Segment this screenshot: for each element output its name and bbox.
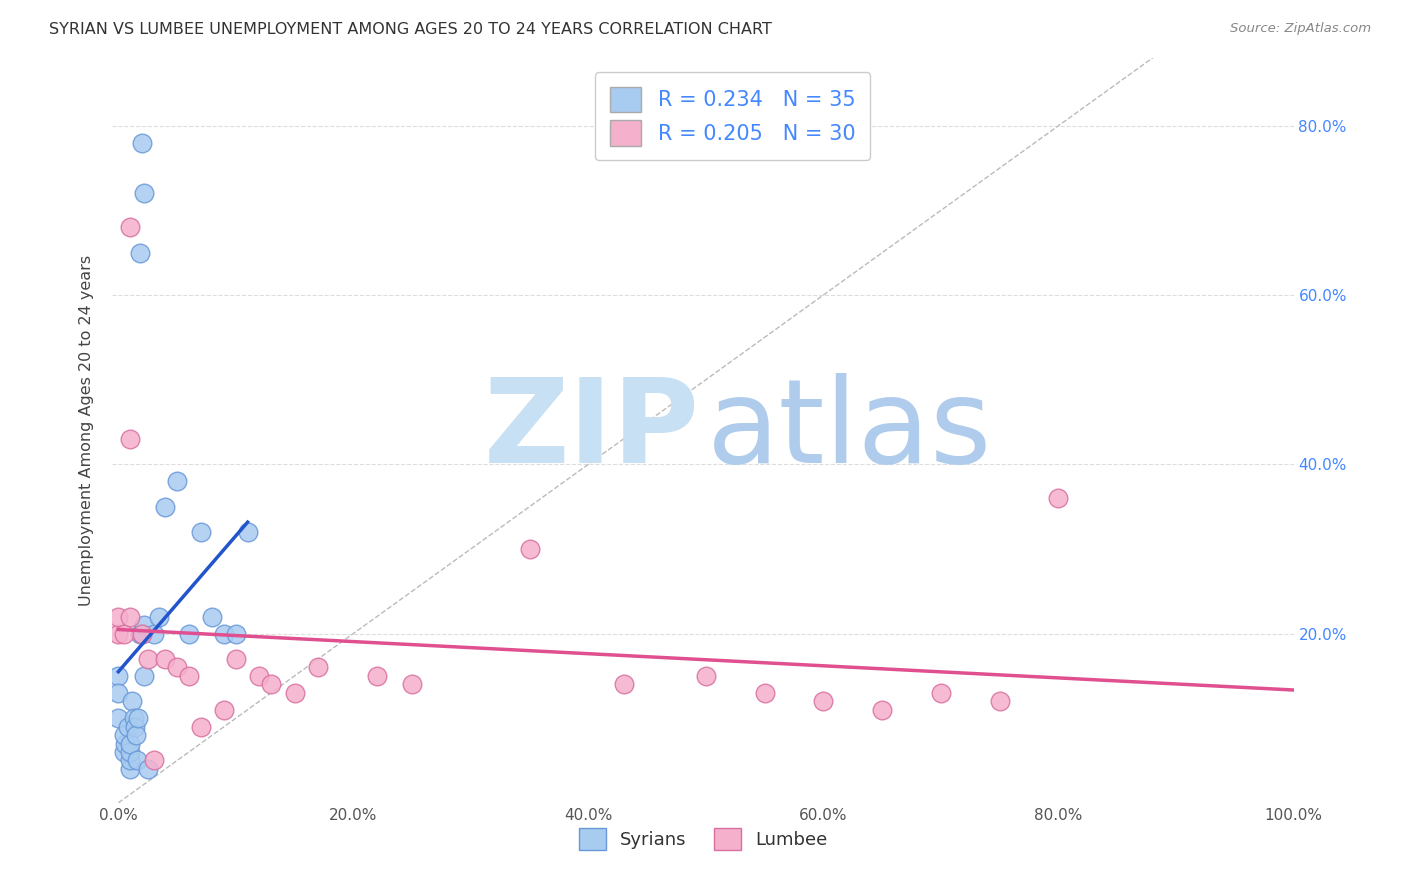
Text: atlas: atlas — [707, 373, 991, 488]
Point — [212, 626, 235, 640]
Point — [120, 762, 142, 776]
Point — [124, 720, 146, 734]
Y-axis label: Unemployment Among Ages 20 to 24 years: Unemployment Among Ages 20 to 24 years — [79, 255, 94, 606]
Point — [107, 669, 129, 683]
Point — [134, 186, 156, 201]
Text: ZIP: ZIP — [484, 373, 699, 488]
Point — [134, 618, 156, 632]
Point — [112, 728, 135, 742]
Point — [134, 669, 156, 683]
Point — [813, 694, 835, 708]
Point — [177, 626, 200, 640]
Point — [112, 745, 135, 759]
Point — [307, 660, 329, 674]
Point — [155, 500, 177, 514]
Point — [284, 686, 307, 700]
Point — [117, 720, 139, 734]
Point — [122, 711, 145, 725]
Point — [107, 686, 129, 700]
Point — [142, 754, 165, 768]
Point — [127, 711, 149, 725]
Point — [120, 745, 142, 759]
Point — [136, 762, 159, 776]
Point — [107, 711, 129, 725]
Point — [519, 541, 541, 556]
Point — [114, 737, 136, 751]
Point — [754, 686, 776, 700]
Point — [1047, 491, 1070, 505]
Point — [695, 669, 717, 683]
Point — [225, 652, 247, 666]
Point — [401, 677, 423, 691]
Point — [121, 694, 143, 708]
Point — [190, 720, 212, 734]
Point — [131, 136, 153, 150]
Point — [260, 677, 283, 691]
Point — [225, 626, 247, 640]
Point — [112, 626, 135, 640]
Point — [613, 677, 636, 691]
Point — [148, 609, 170, 624]
Point — [166, 660, 188, 674]
Text: SYRIAN VS LUMBEE UNEMPLOYMENT AMONG AGES 20 TO 24 YEARS CORRELATION CHART: SYRIAN VS LUMBEE UNEMPLOYMENT AMONG AGES… — [49, 22, 772, 37]
Point — [120, 609, 142, 624]
Point — [166, 474, 188, 488]
Point — [247, 669, 270, 683]
Point — [870, 703, 893, 717]
Point — [201, 609, 224, 624]
Point — [131, 626, 153, 640]
Point — [128, 245, 150, 260]
Point — [128, 626, 150, 640]
Text: Source: ZipAtlas.com: Source: ZipAtlas.com — [1230, 22, 1371, 36]
Point — [107, 626, 129, 640]
Point — [212, 703, 235, 717]
Point — [236, 524, 259, 539]
Point — [366, 669, 388, 683]
Legend: Syrians, Lumbee: Syrians, Lumbee — [571, 821, 835, 857]
Point — [155, 652, 177, 666]
Point — [988, 694, 1011, 708]
Point — [177, 669, 200, 683]
Point — [120, 220, 142, 235]
Point — [120, 754, 142, 768]
Point — [125, 728, 148, 742]
Point — [136, 652, 159, 666]
Point — [107, 609, 129, 624]
Point — [190, 524, 212, 539]
Point — [120, 737, 142, 751]
Point — [142, 626, 165, 640]
Point — [929, 686, 952, 700]
Point — [131, 626, 153, 640]
Point — [120, 432, 142, 446]
Point — [127, 754, 149, 768]
